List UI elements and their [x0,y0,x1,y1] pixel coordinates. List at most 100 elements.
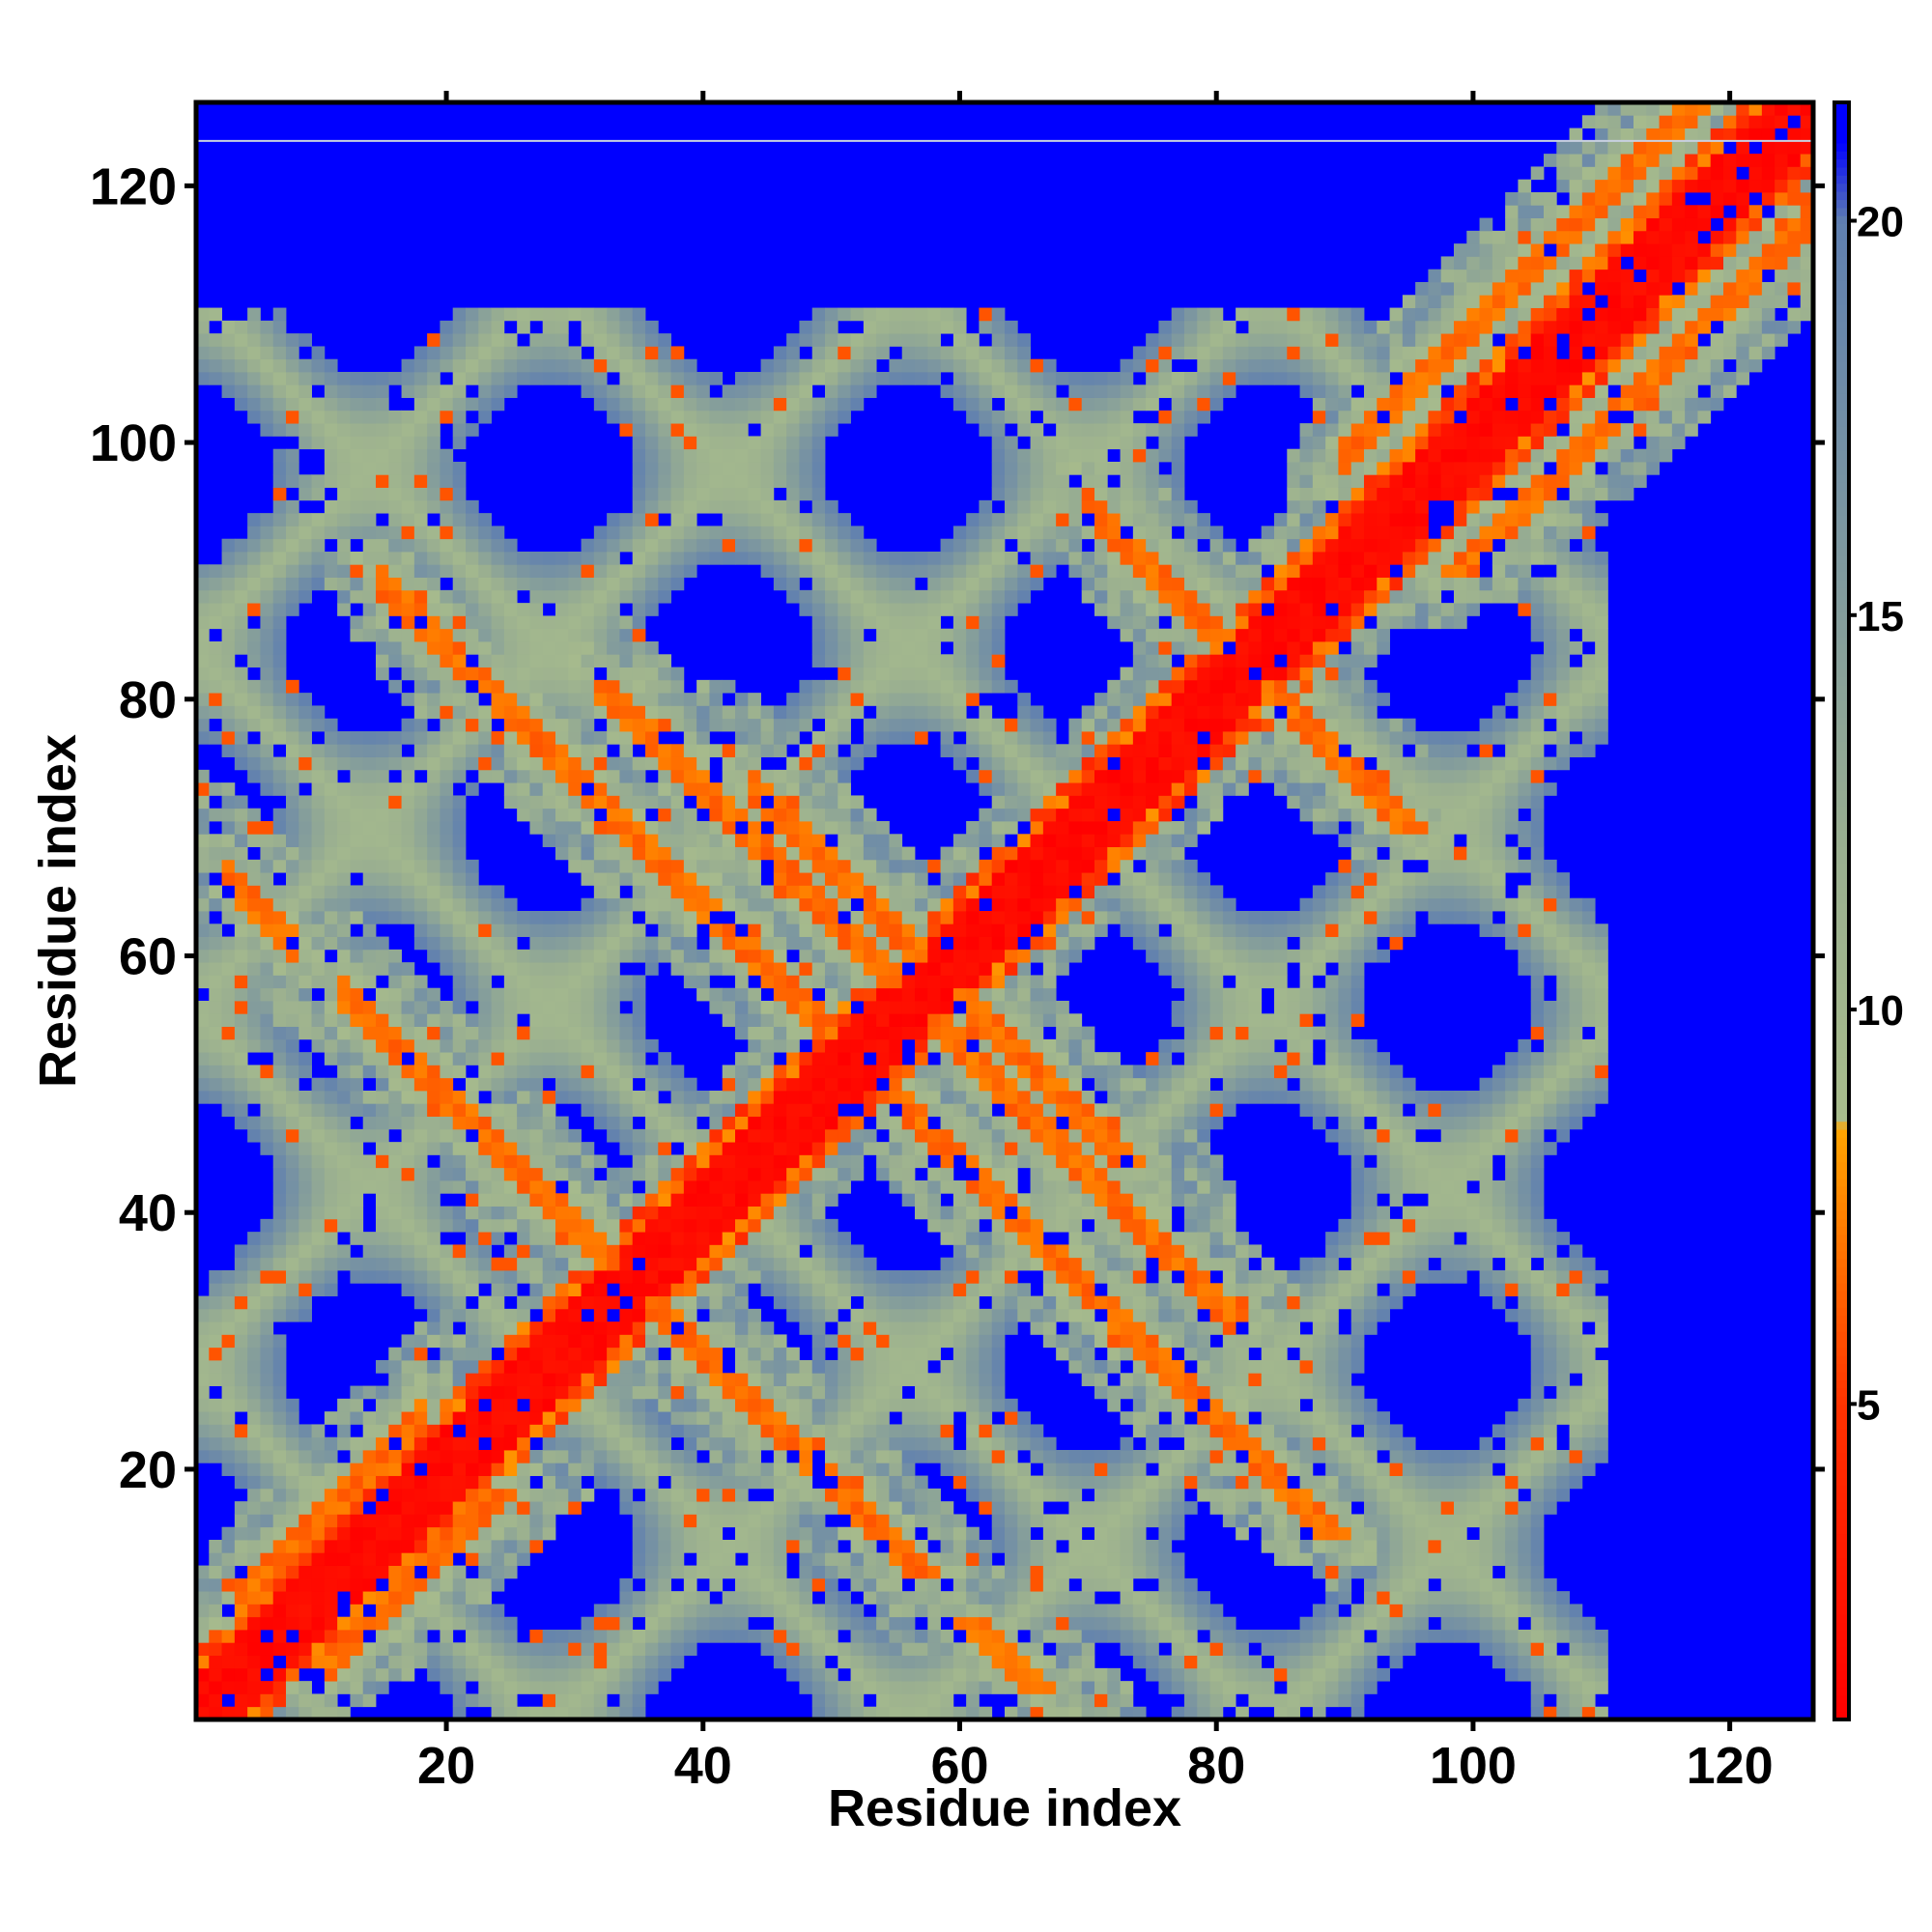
heatmap-cell [337,1257,351,1271]
heatmap-cell [760,474,775,488]
heatmap-cell [568,1218,582,1233]
heatmap-cell [927,577,941,591]
heatmap-cell [683,975,697,989]
heatmap-cell [658,333,671,347]
heatmap-cell [272,1591,287,1605]
heatmap-cell [413,1385,428,1400]
heatmap-cell [196,603,210,616]
heatmap-cell [748,962,761,976]
heatmap-cell [401,1257,415,1271]
heatmap-cell [786,1270,800,1284]
heatmap-cell [337,885,351,899]
heatmap-cell [324,384,338,398]
heatmap-cell [503,1616,518,1631]
heatmap-cell [466,872,479,886]
heatmap-cell [581,1334,595,1349]
heatmap-cell [376,1424,389,1438]
heatmap-cell [209,962,222,976]
heatmap-cell [272,1091,287,1104]
heatmap-cell [683,358,697,373]
heatmap-cell [683,1436,697,1451]
heatmap-cell [773,1347,787,1361]
heatmap-cell [286,577,299,591]
heatmap-cell [607,1411,620,1425]
heatmap-cell [889,1693,903,1708]
heatmap-cell [581,911,595,924]
heatmap-cell [388,795,402,810]
heatmap-cell [298,1604,312,1618]
heatmap-cell [529,1334,544,1349]
heatmap-cell [568,577,582,591]
heatmap-cell [607,1681,620,1694]
heatmap-cell [401,499,415,514]
heatmap-cell [825,897,838,912]
heatmap-cell [298,859,312,873]
heatmap-cell [927,1206,941,1220]
heatmap-cell [362,1591,377,1605]
heatmap-cell [234,1295,248,1310]
heatmap-cell [555,1334,569,1349]
heatmap-cell [311,1091,326,1104]
heatmap-cell [850,756,865,771]
heatmap-cell [709,1154,724,1169]
heatmap-cell [452,1334,467,1349]
heatmap-cell [645,1424,659,1438]
heatmap-cell [632,1475,646,1490]
heatmap-cell [799,564,813,578]
heatmap-cell [452,346,467,360]
heatmap-cell [722,538,736,553]
heatmap-cell [298,474,312,488]
heatmap-cell [645,487,659,501]
heatmap-cell [786,731,800,745]
heatmap-cell [748,1077,761,1092]
heatmap-cell [196,859,210,873]
heatmap-cell [619,1244,634,1259]
heatmap-cell [645,589,659,604]
heatmap-cell [286,949,299,963]
heatmap-cell [748,1091,761,1104]
heatmap-cell [748,1385,761,1400]
heatmap-cell [748,410,761,424]
heatmap-cell [696,1232,710,1245]
heatmap-cell [272,987,287,1002]
heatmap-cell [838,693,851,706]
heatmap-cell [825,987,838,1002]
heatmap-cell [413,1321,428,1335]
heatmap-cell [799,1450,813,1463]
heatmap-cell [452,423,467,437]
heatmap-cell [709,1411,724,1425]
heatmap-cell [683,423,697,437]
heatmap-cell [529,1142,544,1155]
heatmap-cell [376,1514,389,1528]
heatmap-cell [619,1270,634,1284]
heatmap-cell [670,1065,685,1079]
heatmap-cell [696,693,710,706]
heatmap-cell [388,1116,402,1130]
heatmap-cell [542,1463,556,1476]
heatmap-cell [542,1206,556,1220]
heatmap-cell [260,975,274,989]
heatmap-cell [247,654,261,668]
heatmap-cell [799,333,813,347]
heatmap-cell [786,1514,800,1528]
heatmap-cell [350,911,364,924]
heatmap-cell [863,821,877,835]
heatmap-cell [466,1038,479,1053]
heatmap-cell [362,1232,377,1245]
heatmap-cell [362,962,377,976]
heatmap-cell [529,975,544,989]
heatmap-cell [838,410,851,424]
heatmap-cell [376,756,389,771]
heatmap-cell [491,1552,505,1566]
heatmap-cell [529,1706,544,1720]
heatmap-cell [645,564,659,578]
heatmap-cell [838,834,851,847]
heatmap-cell [593,358,608,373]
heatmap-cell [247,834,261,847]
heatmap-cell [863,911,877,924]
heatmap-cell [491,1193,505,1207]
heatmap-cell [825,962,838,976]
heatmap-cell [683,372,697,385]
heatmap-cell [581,1681,595,1694]
heatmap-cell [850,1642,865,1656]
